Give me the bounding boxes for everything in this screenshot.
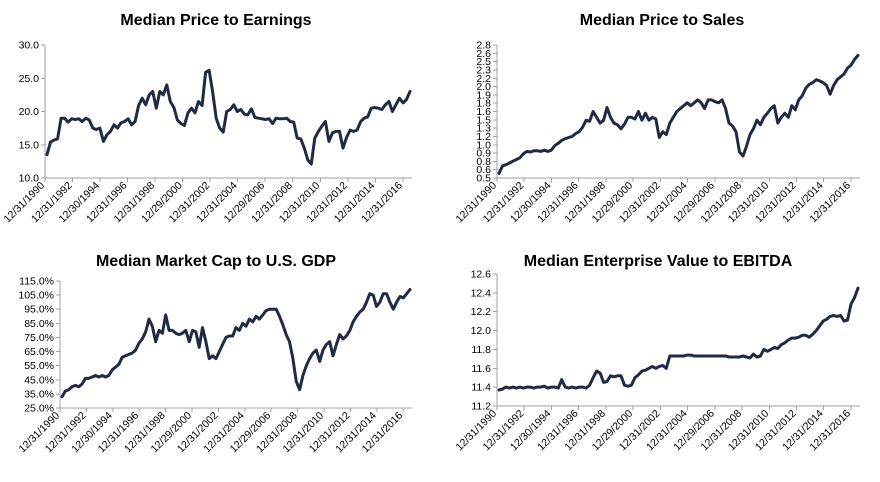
y-tick-label: 11.2 (471, 401, 491, 413)
y-tick-label: 0.8 (476, 156, 491, 168)
y-tick-label: 12.2 (471, 306, 492, 318)
series-line (45, 68, 412, 166)
y-tick-label: 0.9 (476, 148, 491, 160)
y-tick-label: 25.0% (24, 403, 54, 415)
y-tick-label: 12.6 (471, 269, 492, 281)
chart-panel-price-sales: Median Price to Sales 0.5 0.6 0.8 0.9 1.0 1.2 1… (440, 0, 880, 241)
y-tick-label: 20.0 (19, 106, 40, 118)
y-tick-label: 10.0 (19, 173, 40, 185)
chart-svg-market-cap-gdp: Median Market Cap to U.S. GDP 25.0% 35.0% 4… (16, 253, 412, 455)
chart-svg-ev-ebitda: Median Enterprise Value to EBITDA 11.2 11.… (453, 253, 860, 453)
y-tick-label: 1.0 (476, 139, 491, 151)
series-line (497, 286, 860, 392)
y-tick-label: 35.0% (24, 388, 54, 400)
y-tick-label: 2.0 (476, 81, 491, 93)
y-tick-label: 95.0% (24, 304, 54, 316)
y-tick-label: 12.4 (471, 287, 492, 299)
chart-svg-price-sales: Median Price to Sales0.50.60.80.91.01.21… (453, 12, 860, 225)
y-tick-label: 0.5 (476, 173, 491, 185)
y-tick-label: 1.6 (476, 106, 491, 118)
y-tick-label: 1.5 (476, 114, 491, 126)
y-tick-label: 2.3 (476, 64, 491, 76)
y-tick-label: 65.0% (24, 346, 54, 358)
y-tick-label: 0.6 (476, 164, 491, 176)
chart-title: Median Enterprise Value to EBITDA (524, 253, 793, 270)
chart-title: Median Market Cap to U.S. GDP (96, 253, 336, 270)
chart-panel-price-earnings: Median Price to Earnings 10.0 15.0 20.0 25.0… (0, 0, 440, 241)
y-tick-label: 12.0 (471, 325, 492, 337)
y-tick-label: 85.0% (24, 318, 54, 330)
y-tick-label: 1.3 (476, 123, 491, 135)
y-tick-label: 2.5 (476, 56, 491, 68)
chart-svg-price-earnings: Median Price to Earnings 10.0 15.0 20.0 25.0… (1, 12, 412, 225)
y-tick-label: 1.9 (476, 89, 491, 101)
chart-panel-market-cap-gdp: Median Market Cap to U.S. GDP 25.0% 35.0% 4… (0, 241, 440, 482)
y-tick-label: 15.0 (19, 139, 40, 151)
chart-panel-ev-ebitda: Median Enterprise Value to EBITDA 11.2 11.… (440, 241, 880, 482)
chart-title: Median Price to Earnings (120, 12, 311, 29)
y-tick-label: 55.0% (24, 360, 54, 372)
y-tick-label: 25.0 (19, 73, 40, 85)
y-tick-label: 1.8 (476, 98, 491, 110)
y-tick-label: 11.6 (471, 363, 491, 375)
series-line (60, 288, 412, 399)
y-tick-label: 11.8 (471, 344, 491, 356)
y-tick-label: 75.0% (24, 332, 54, 344)
y-tick-label: 45.0% (24, 374, 54, 386)
y-tick-label: 30.0 (19, 40, 40, 52)
series-line (497, 53, 860, 175)
y-tick-label: 2.6 (476, 48, 491, 60)
y-tick-label: 115.0% (19, 276, 54, 288)
chart-title: Median Price to Sales (580, 12, 745, 29)
y-tick-label: 11.4 (471, 382, 491, 394)
y-tick-label: 2.2 (476, 73, 491, 85)
y-tick-label: 1.2 (476, 131, 491, 143)
y-tick-label: 105.0% (18, 290, 54, 302)
y-tick-label: 2.8 (476, 40, 491, 52)
